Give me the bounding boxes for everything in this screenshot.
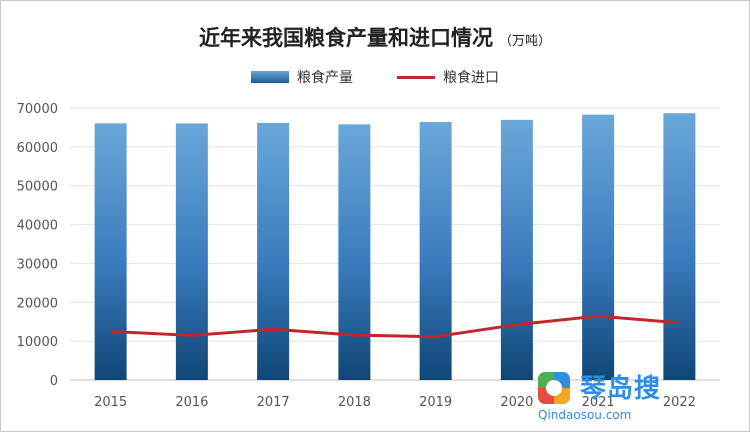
legend-item-production: 粮食产量	[251, 67, 353, 87]
bar-production-2017	[257, 122, 290, 380]
x-tick-label: 2022	[663, 395, 696, 410]
watermark-logo-icon	[538, 372, 570, 404]
legend: 粮食产量 粮食进口	[0, 67, 750, 87]
bar-production-2020	[500, 119, 533, 380]
legend-swatch-line	[397, 75, 435, 79]
y-tick-label: 10000	[17, 335, 58, 350]
x-tick-label: 2018	[338, 395, 371, 410]
y-tick-label: 70000	[17, 102, 58, 117]
y-tick-label: 50000	[17, 180, 58, 195]
y-tick-label: 60000	[17, 141, 58, 156]
bar-production-2021	[582, 114, 615, 380]
x-tick-label: 2016	[175, 395, 208, 410]
y-tick-label: 30000	[17, 257, 58, 272]
legend-label-import: 粮食进口	[443, 70, 499, 86]
x-tick-label: 2015	[94, 395, 127, 410]
y-tick-label: 0	[50, 374, 58, 389]
x-tick-label: 2019	[419, 395, 452, 410]
line-import	[110, 314, 680, 339]
bar-production-2016	[175, 123, 208, 380]
bar-production-2019	[419, 122, 452, 380]
watermark: 琴岛搜 Qindaosou.com	[538, 368, 738, 428]
x-tick-label: 2021	[582, 395, 615, 410]
watermark-name: 琴岛搜	[580, 374, 662, 404]
bar-production-2018	[338, 124, 371, 381]
legend-swatch-bar	[251, 71, 289, 83]
bar-production-2015	[94, 123, 127, 380]
y-tick-label: 20000	[17, 296, 58, 311]
title-text: 近年来我国粮食产量和进口情况	[198, 25, 493, 50]
title-unit: （万吨）	[498, 34, 551, 49]
legend-label-production: 粮食产量	[297, 70, 353, 86]
bar-production-2022	[663, 113, 696, 380]
watermark-url: Qindaosou.com	[538, 408, 632, 422]
x-tick-label: 2020	[500, 395, 533, 410]
y-tick-label: 40000	[17, 219, 58, 234]
chart-title: 近年来我国粮食产量和进口情况 （万吨）	[0, 22, 750, 52]
legend-item-import: 粮食进口	[397, 67, 499, 87]
x-tick-label: 2017	[257, 395, 290, 410]
